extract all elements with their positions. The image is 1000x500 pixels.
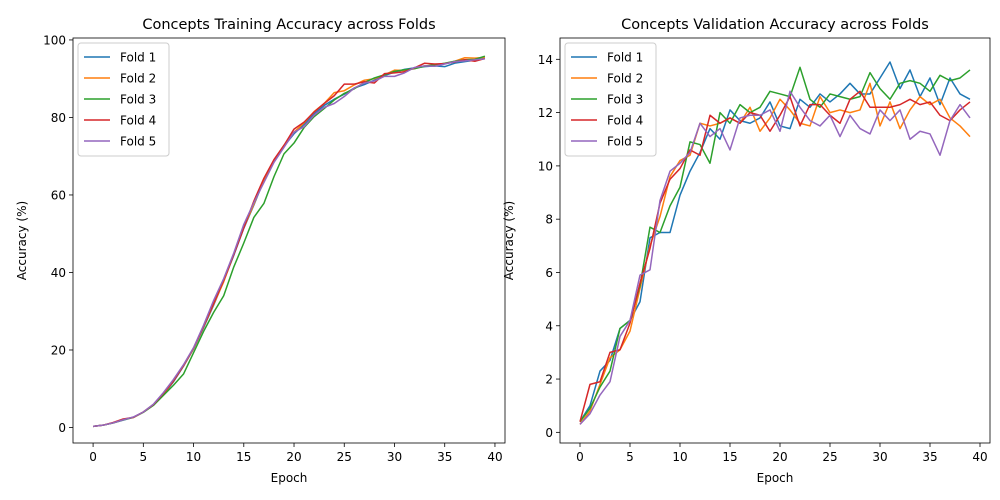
x-tick-label: 15 [722,450,737,464]
series-line-fold-3 [579,66,971,423]
legend-label: Fold 4 [120,114,156,128]
legend-box [564,42,657,157]
y-tick-label: 6 [545,266,553,280]
y-tick-label: 80 [51,111,66,125]
legend-label: Fold 1 [120,51,156,65]
x-tick-label: 20 [286,450,301,464]
y-tick-label: 100 [43,33,66,47]
legend-label: Fold 4 [607,114,643,128]
chart-title: Concepts Validation Accuracy across Fold… [621,17,929,33]
x-tick-label: 40 [972,450,987,464]
x-tick-label: 30 [872,450,887,464]
y-axis-label: Accuracy (%) [502,201,516,280]
x-tick-label: 25 [822,450,837,464]
y-tick-label: 2 [545,373,553,387]
training-accuracy-chart: 0 5 10 15 20 25 30 35 40 0 20 40 60 80 100 Concepts Tra… [15,17,506,485]
legend-label: Fold 1 [607,51,643,65]
plot-frame [72,37,506,444]
x-tick-label: 20 [772,450,787,464]
legend-label: Fold 5 [120,135,156,149]
y-tick-label: 0 [545,426,553,440]
x-tick-label: 5 [626,450,634,464]
series-line-fold-5 [93,58,485,428]
legend-label: Fold 3 [607,93,643,107]
plot-frame [559,37,991,444]
x-tick-label: 5 [140,450,148,464]
x-tick-label: 10 [672,450,687,464]
legend-box [77,42,170,157]
x-tick-label: 25 [337,450,352,464]
legend: Fold 1 Fold 2 Fold 3 Fold 4 Fold 5 [564,42,657,157]
legend-label: Fold 3 [120,93,156,107]
x-tick-label: 35 [922,450,937,464]
validation-accuracy-chart: 0 5 10 15 20 25 30 35 40 0 2 4 6 8 10 12 14 Concepts Vali… [502,17,991,485]
y-tick-label: 8 [545,213,553,227]
y-tick-label: 10 [538,159,553,173]
y-tick-label: 4 [545,319,553,333]
legend-label: Fold 5 [607,135,643,149]
legend-label: Fold 2 [607,72,643,86]
y-tick-label: 0 [58,421,66,435]
x-axis-label: Epoch [271,471,308,485]
y-tick-label: 14 [538,53,553,67]
y-tick-label: 60 [51,188,66,202]
y-tick-label: 12 [538,106,553,120]
x-tick-label: 35 [437,450,452,464]
x-tick-label: 40 [487,450,502,464]
x-tick-label: 0 [89,450,97,464]
x-tick-label: 30 [387,450,402,464]
y-tick-label: 40 [51,266,66,280]
series-line-fold-4 [579,90,971,422]
series-line-fold-3 [93,55,486,428]
x-tick-label: 10 [186,450,201,464]
y-axis-label: Accuracy (%) [15,201,29,280]
legend: Fold 1 Fold 2 Fold 3 Fold 4 Fold 5 [77,42,170,157]
chart-title: Concepts Training Accuracy across Folds [142,17,435,33]
series-line-fold-5 [579,90,971,425]
legend-label: Fold 2 [120,72,156,86]
y-tick-label: 20 [51,343,66,357]
x-axis-label: Epoch [757,471,794,485]
x-tick-label: 15 [236,450,251,464]
x-tick-label: 0 [576,450,584,464]
